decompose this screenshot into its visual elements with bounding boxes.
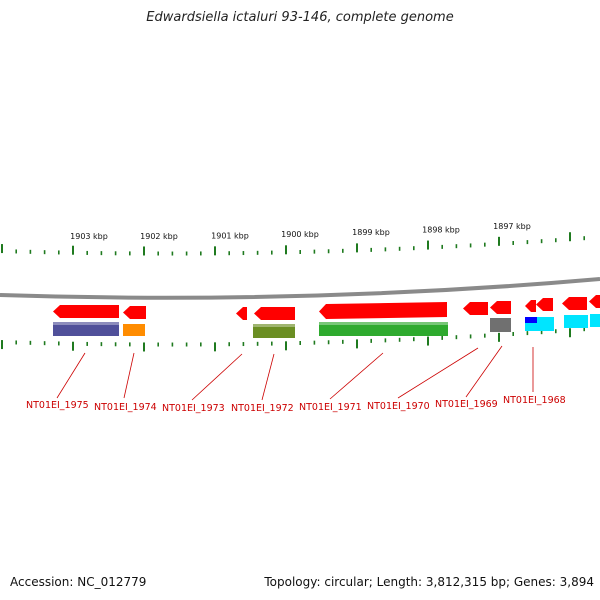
cds-arrow-1971: [319, 302, 447, 319]
cds-arrow-x1: [562, 297, 587, 310]
feature-olive-1972: [253, 324, 295, 338]
leader-1971: [329, 352, 384, 400]
gene-label: NT01EI_1975: [26, 400, 89, 411]
cds-arrows: [53, 295, 600, 320]
shade-olive: [253, 324, 295, 327]
gene-label: NT01EI_1970: [367, 401, 430, 412]
cds-arrow-1973: [236, 307, 247, 320]
gene-label: NT01EI_1974: [94, 402, 157, 413]
accession-text: Accession: NC_012779: [10, 575, 147, 589]
feature-cyan-1968b: [537, 317, 554, 324]
tick-row-top: [1, 232, 586, 256]
cds-arrow-1974: [123, 306, 146, 319]
gene-label: NT01EI_1968: [503, 395, 566, 406]
cds-arrow-x2: [589, 295, 600, 308]
feature-boxes: [53, 314, 600, 338]
feature-orange-1974: [123, 324, 145, 336]
kbp-scale-label: 1898 kbp: [422, 225, 460, 234]
cds-arrow-1968b: [536, 298, 553, 311]
kbp-scale-label: 1902 kbp: [140, 232, 178, 241]
gene-label: NT01EI_1972: [231, 403, 294, 414]
leader-1970: [397, 347, 479, 399]
shade-green: [319, 322, 448, 325]
leader-1974: [123, 352, 135, 399]
kbp-scale-label: 1900 kbp: [281, 230, 319, 239]
genome-summary: Topology: circular; Length: 3,812,315 bp…: [264, 575, 594, 589]
gene-labels: NT01EI_1975 NT01EI_1974 NT01EI_1973 NT01…: [26, 395, 566, 414]
feature-cyan-x1: [564, 315, 588, 328]
kbp-scale-label: 1899 kbp: [352, 228, 390, 237]
leader-1973: [191, 353, 243, 401]
shading: [53, 322, 448, 327]
feature-cyan-x2: [590, 314, 600, 327]
cds-arrow-1970: [463, 302, 488, 315]
leader-1972: [261, 353, 275, 401]
gene-label: NT01EI_1969: [435, 399, 498, 410]
scale-labels: 1903 kbp 1902 kbp 1901 kbp 1900 kbp 1899 kbp…: [70, 222, 531, 241]
genome-backbone: [0, 277, 600, 300]
shade-purple: [53, 322, 119, 325]
kbp-scale-label: 1903 kbp: [70, 232, 108, 241]
cds-arrow-1969: [490, 301, 511, 314]
feature-blue-1968: [525, 317, 537, 324]
feature-gray-1969: [490, 318, 511, 332]
gene-label: NT01EI_1971: [299, 402, 362, 413]
cds-arrow-1972: [254, 307, 295, 320]
tick-row-bottom: [1, 327, 586, 352]
cds-arrow-1968a: [525, 300, 536, 312]
feature-green-1971: [319, 322, 448, 336]
figure-title: Edwardsiella ictaluri 93-146, complete g…: [146, 10, 454, 25]
leader-lines: [56, 345, 534, 401]
kbp-scale-label: 1901 kbp: [211, 231, 249, 240]
leader-1969: [465, 345, 503, 398]
feature-cyan-1968a: [525, 323, 554, 331]
gene-label: NT01EI_1973: [162, 403, 225, 414]
feature-purple-1975: [53, 322, 119, 336]
cds-arrow-1975: [53, 305, 119, 318]
leader-1975: [56, 352, 86, 399]
kbp-scale-label: 1897 kbp: [493, 222, 531, 231]
